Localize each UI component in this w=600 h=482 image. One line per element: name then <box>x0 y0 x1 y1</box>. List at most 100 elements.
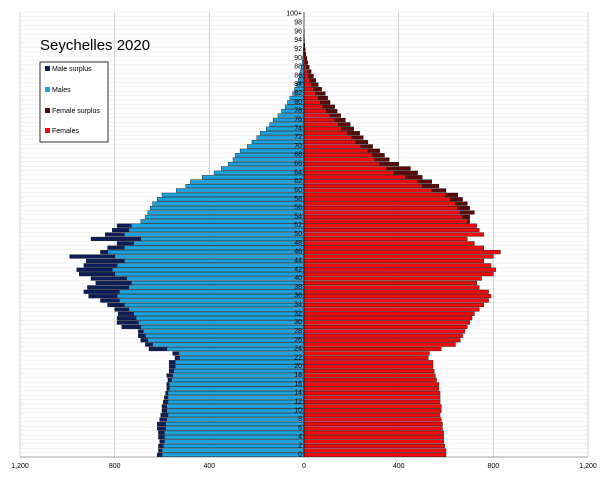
y-tick-label: 32 <box>294 310 302 317</box>
female-bar <box>303 302 485 308</box>
female-bar <box>303 280 477 285</box>
y-tick-label: 34 <box>294 302 302 309</box>
legend-swatch-female-surplus <box>45 108 50 113</box>
y-tick-label: 50 <box>294 231 302 238</box>
male-surplus-bar <box>116 320 139 325</box>
female-bar <box>303 144 361 149</box>
male-bar <box>157 197 305 202</box>
male-bar <box>123 258 305 263</box>
female-surplus-bar <box>445 192 459 197</box>
female-bar <box>303 113 331 118</box>
male-surplus-bar <box>145 342 153 347</box>
y-tick-label: 16 <box>294 381 302 388</box>
female-surplus-bar <box>318 95 328 100</box>
male-bar <box>114 272 305 277</box>
male-bar <box>126 276 305 281</box>
female-bar <box>303 272 494 277</box>
male-surplus-bar <box>158 435 165 440</box>
male-surplus-bar <box>172 351 179 356</box>
y-tick-label: 36 <box>294 293 302 300</box>
y-tick-label: 60 <box>294 187 302 194</box>
male-surplus-bar <box>107 245 125 250</box>
female-bar <box>303 404 442 409</box>
legend-swatch-male-surplus <box>45 66 50 71</box>
male-bar <box>166 404 305 409</box>
female-surplus-bar <box>455 201 468 206</box>
female-bar <box>303 153 373 158</box>
female-bar <box>303 236 468 241</box>
female-bar <box>303 228 480 233</box>
female-surplus-bar <box>374 157 390 162</box>
male-bar <box>161 452 305 457</box>
male-surplus-bar <box>157 452 163 457</box>
y-tick-label: 6 <box>298 425 302 432</box>
female-bar <box>303 347 442 352</box>
male-surplus-bar <box>168 364 176 369</box>
female-bar <box>303 78 311 83</box>
y-tick-label: 0 <box>298 451 302 458</box>
male-bar <box>167 395 305 400</box>
female-bar <box>303 421 443 426</box>
male-bar <box>166 408 305 413</box>
female-bar <box>303 157 376 162</box>
female-surplus-bar <box>467 219 470 224</box>
female-bar <box>303 219 468 224</box>
y-tick-label: 12 <box>294 398 302 405</box>
male-surplus-bar <box>83 289 120 294</box>
legend-swatch-males <box>45 87 50 92</box>
female-bar <box>303 386 440 391</box>
male-surplus-bar <box>140 338 148 343</box>
female-bar <box>303 320 470 325</box>
female-surplus-bar <box>393 170 418 175</box>
female-bar <box>303 311 475 316</box>
male-bar <box>164 430 305 435</box>
female-bar <box>303 355 429 360</box>
male-surplus-bar <box>116 241 134 246</box>
y-tick-label: 90 <box>294 55 302 62</box>
male-surplus-bar <box>78 272 115 277</box>
male-bar <box>133 311 305 316</box>
male-bar <box>178 351 305 356</box>
male-surplus-bar <box>76 267 113 272</box>
female-bar <box>303 351 430 356</box>
female-bar <box>303 399 441 404</box>
female-bar <box>303 192 447 197</box>
female-bar <box>303 87 314 92</box>
male-bar <box>112 267 305 272</box>
y-tick-label: 66 <box>294 161 302 168</box>
male-bar <box>145 333 305 338</box>
male-bar <box>190 179 305 184</box>
male-surplus-bar <box>86 258 125 263</box>
female-bar <box>303 426 443 431</box>
y-tick-label: 68 <box>294 152 302 159</box>
x-tick-label: 1,200 <box>11 463 29 470</box>
y-tick-label: 82 <box>294 90 302 97</box>
female-bar <box>303 391 441 396</box>
y-tick-label: 20 <box>294 363 302 370</box>
female-surplus-bar <box>338 122 351 127</box>
female-surplus-bar <box>462 214 470 219</box>
x-tick-label: 800 <box>109 463 121 470</box>
male-surplus-bar <box>166 373 173 378</box>
male-bar <box>172 373 305 378</box>
female-bar <box>303 276 482 281</box>
male-bar <box>163 443 305 449</box>
male-surplus-bar <box>168 369 175 374</box>
y-tick-label: 54 <box>294 213 302 220</box>
female-bar <box>303 316 473 321</box>
male-bar <box>135 316 305 321</box>
female-bar <box>303 179 418 184</box>
y-tick-label: 38 <box>294 284 302 291</box>
female-bar <box>303 382 440 387</box>
male-bar <box>173 369 305 374</box>
female-surplus-bar <box>341 126 354 131</box>
female-bar <box>303 245 485 250</box>
male-bar <box>119 289 305 294</box>
y-tick-label: 80 <box>294 99 302 106</box>
male-bar <box>185 184 305 189</box>
female-surplus-bar <box>457 206 470 211</box>
y-tick-label: 52 <box>294 222 302 229</box>
female-surplus-bar <box>450 197 463 202</box>
y-tick-label: 56 <box>294 205 302 212</box>
female-bar <box>303 184 423 189</box>
